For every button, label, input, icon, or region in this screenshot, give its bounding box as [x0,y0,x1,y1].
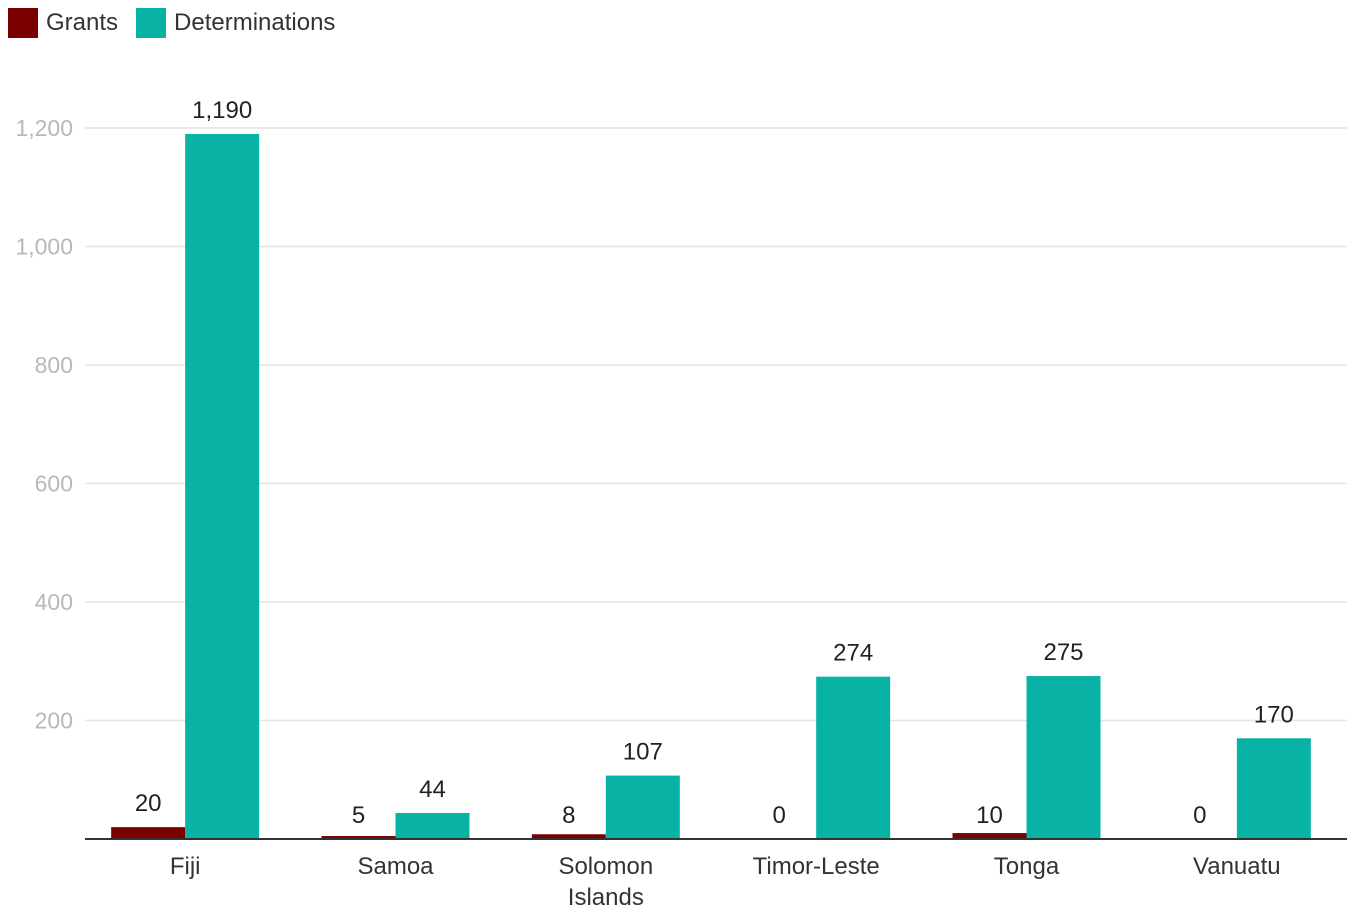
legend: Grants Determinations [8,8,335,38]
bar-determinations-fiji [185,133,260,840]
y-tick-label-600: 600 [35,471,73,497]
data-label-grants-tonga: 10 [976,802,1003,829]
x-tick-label-samoa: Samoa [357,853,434,880]
data-label-determinations-vanuatu: 170 [1254,701,1294,728]
legend-label-determinations: Determinations [174,9,336,36]
data-label-determinations-fiji: 1,190 [192,97,252,124]
legend-item-determinations: Determinations [136,8,335,38]
bar-determinations-timor-leste [816,676,891,839]
legend-label-grants: Grants [46,9,119,36]
data-label-determinations-samoa: 44 [419,776,446,803]
y-tick-label-1000: 1,000 [15,234,73,260]
bar-grants-solomon-islands [531,834,606,839]
y-tick-label-200: 200 [35,708,73,734]
y-tick-label-800: 800 [35,352,73,378]
data-label-grants-vanuatu: 0 [1193,802,1206,829]
data-label-determinations-timor-leste: 274 [833,640,873,667]
legend-swatch-determinations [136,8,167,38]
y-tick-label-1200: 1,200 [15,115,73,141]
bar-grants-samoa [321,836,396,839]
x-tick-label-timor-leste: Timor-Leste [753,853,880,880]
bar-determinations-solomon-islands [605,775,680,839]
data-label-determinations-tonga: 275 [1043,639,1083,666]
bar-grants-fiji [111,827,186,839]
bar-grants-tonga [952,833,1027,839]
x-tick-label-vanuatu: Vanuatu [1193,853,1281,880]
data-label-grants-solomon-islands: 8 [562,802,575,829]
data-label-determinations-solomon-islands: 107 [623,739,663,766]
legend-item-grants: Grants [8,8,118,38]
x-tick-label-fiji: Fiji [170,853,201,880]
bar-determinations-tonga [1026,676,1101,839]
bar-determinations-samoa [395,812,470,839]
x-tick-label-solomon-islands: Solomon Islands [558,853,653,909]
bar-determinations-vanuatu [1236,738,1311,839]
data-label-grants-fiji: 20 [135,790,162,817]
data-label-grants-timor-leste: 0 [772,802,785,829]
x-tick-label-tonga: Tonga [994,853,1060,880]
y-tick-label-400: 400 [35,589,73,615]
legend-swatch-grants [8,8,38,38]
data-label-grants-samoa: 5 [352,802,365,829]
